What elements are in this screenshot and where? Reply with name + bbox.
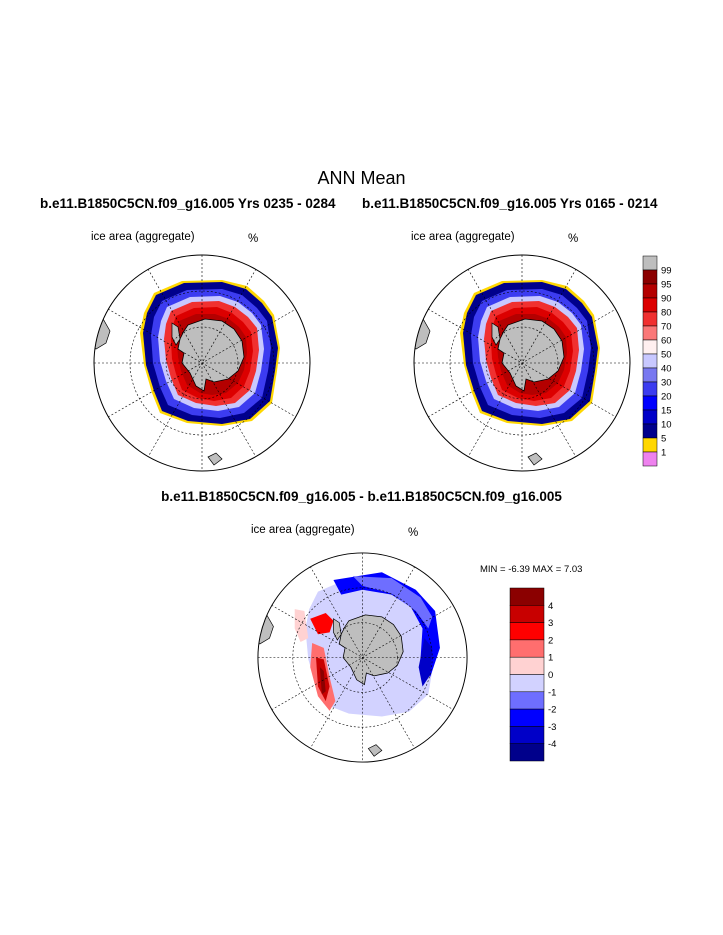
colorbar-tick-label: 15 <box>661 406 672 417</box>
colorbar-box <box>642 381 658 397</box>
colorbar-tick-label: 95 <box>661 280 672 291</box>
colorbar-box <box>509 691 545 710</box>
unit-label-right: % <box>568 233 579 245</box>
colorbar-tick-label: 80 <box>661 308 672 319</box>
colorbar-box <box>509 743 545 762</box>
colorbar-tick-label: -4 <box>548 739 556 750</box>
colorbar-tick-label: 2 <box>548 635 553 646</box>
colorbar-box <box>642 325 658 341</box>
colorbar-box <box>509 708 545 727</box>
colorbar-box <box>642 311 658 327</box>
colorbar-tick-label: 30 <box>661 378 672 389</box>
case-title-left: b.e11.B1850C5CN.f09_g16.005 Yrs 0235 - 0… <box>40 196 336 211</box>
unit-label-left: % <box>248 233 259 245</box>
colorbar-tick-label: 60 <box>661 336 672 347</box>
polar-map-difference <box>257 552 468 763</box>
polar-map-right <box>413 254 631 472</box>
figure-title: ANN Mean <box>317 168 406 188</box>
variable-label-diff: ice area (aggregate) <box>251 524 355 536</box>
colorbar-tick-label: 3 <box>548 618 553 629</box>
colorbar-box <box>642 255 658 271</box>
colorbar-tick-label: 1 <box>661 448 666 459</box>
colorbar-tick-label: -2 <box>548 705 556 716</box>
colorbar-box <box>509 605 545 623</box>
colorbar-box <box>642 339 658 355</box>
new-zealand <box>207 452 223 466</box>
colorbar-difference: 4 3 2 1 0 -1 -2 -3 -4 <box>509 587 556 762</box>
colorbar-box <box>642 451 658 467</box>
colorbar-tick-label: 50 <box>661 350 672 361</box>
colorbar-box <box>509 622 545 641</box>
difference-title: b.e11.B1850C5CN.f09_g16.005 - b.e11.B185… <box>161 489 562 504</box>
colorbar-box <box>642 409 658 425</box>
colorbar-tick-label: 99 <box>661 266 672 277</box>
colorbar-box <box>642 437 658 453</box>
variable-label-right: ice area (aggregate) <box>411 231 515 243</box>
colorbar-box <box>642 283 658 299</box>
case-title-right: b.e11.B1850C5CN.f09_g16.005 Yrs 0165 - 0… <box>362 196 658 211</box>
colorbar-tick-label: 70 <box>661 322 672 333</box>
colorbar-box <box>642 269 658 285</box>
colorbar-tick-label: 10 <box>661 420 672 431</box>
colorbar-box <box>642 297 658 313</box>
colorbar-tick-label: -1 <box>548 687 556 698</box>
variable-label-left: ice area (aggregate) <box>91 231 195 243</box>
colorbar-box <box>642 353 658 369</box>
colorbar-box <box>509 726 545 744</box>
colorbar-tick-label: 0 <box>548 670 553 681</box>
colorbar-tick-label: 40 <box>661 364 672 375</box>
graticule <box>94 255 310 471</box>
colorbar-box <box>509 656 545 675</box>
south-america-tip <box>94 310 111 350</box>
colorbar-tick-label: 1 <box>548 653 553 664</box>
colorbar-box <box>509 674 545 693</box>
colorbar-tick-label: 20 <box>661 392 672 403</box>
colorbar-box <box>642 423 658 439</box>
colorbar-box <box>509 639 545 658</box>
colorbar-tick-label: 90 <box>661 294 672 305</box>
colorbar-box <box>642 367 658 383</box>
min-max-label: MIN = -6.39 MAX = 7.03 <box>480 564 583 575</box>
colorbar-tick-label: -3 <box>548 722 556 733</box>
polar-map-left <box>93 254 311 472</box>
colorbar-ice-area: 99 95 90 80 70 60 50 40 30 20 15 10 5 1 <box>642 255 672 467</box>
colorbar-tick-label: 5 <box>661 434 666 445</box>
unit-label-diff: % <box>408 527 419 539</box>
antarctic-peninsula <box>171 322 181 346</box>
colorbar-box <box>642 395 658 411</box>
colorbar-box <box>509 587 545 606</box>
colorbar-tick-label: 4 <box>548 601 553 612</box>
